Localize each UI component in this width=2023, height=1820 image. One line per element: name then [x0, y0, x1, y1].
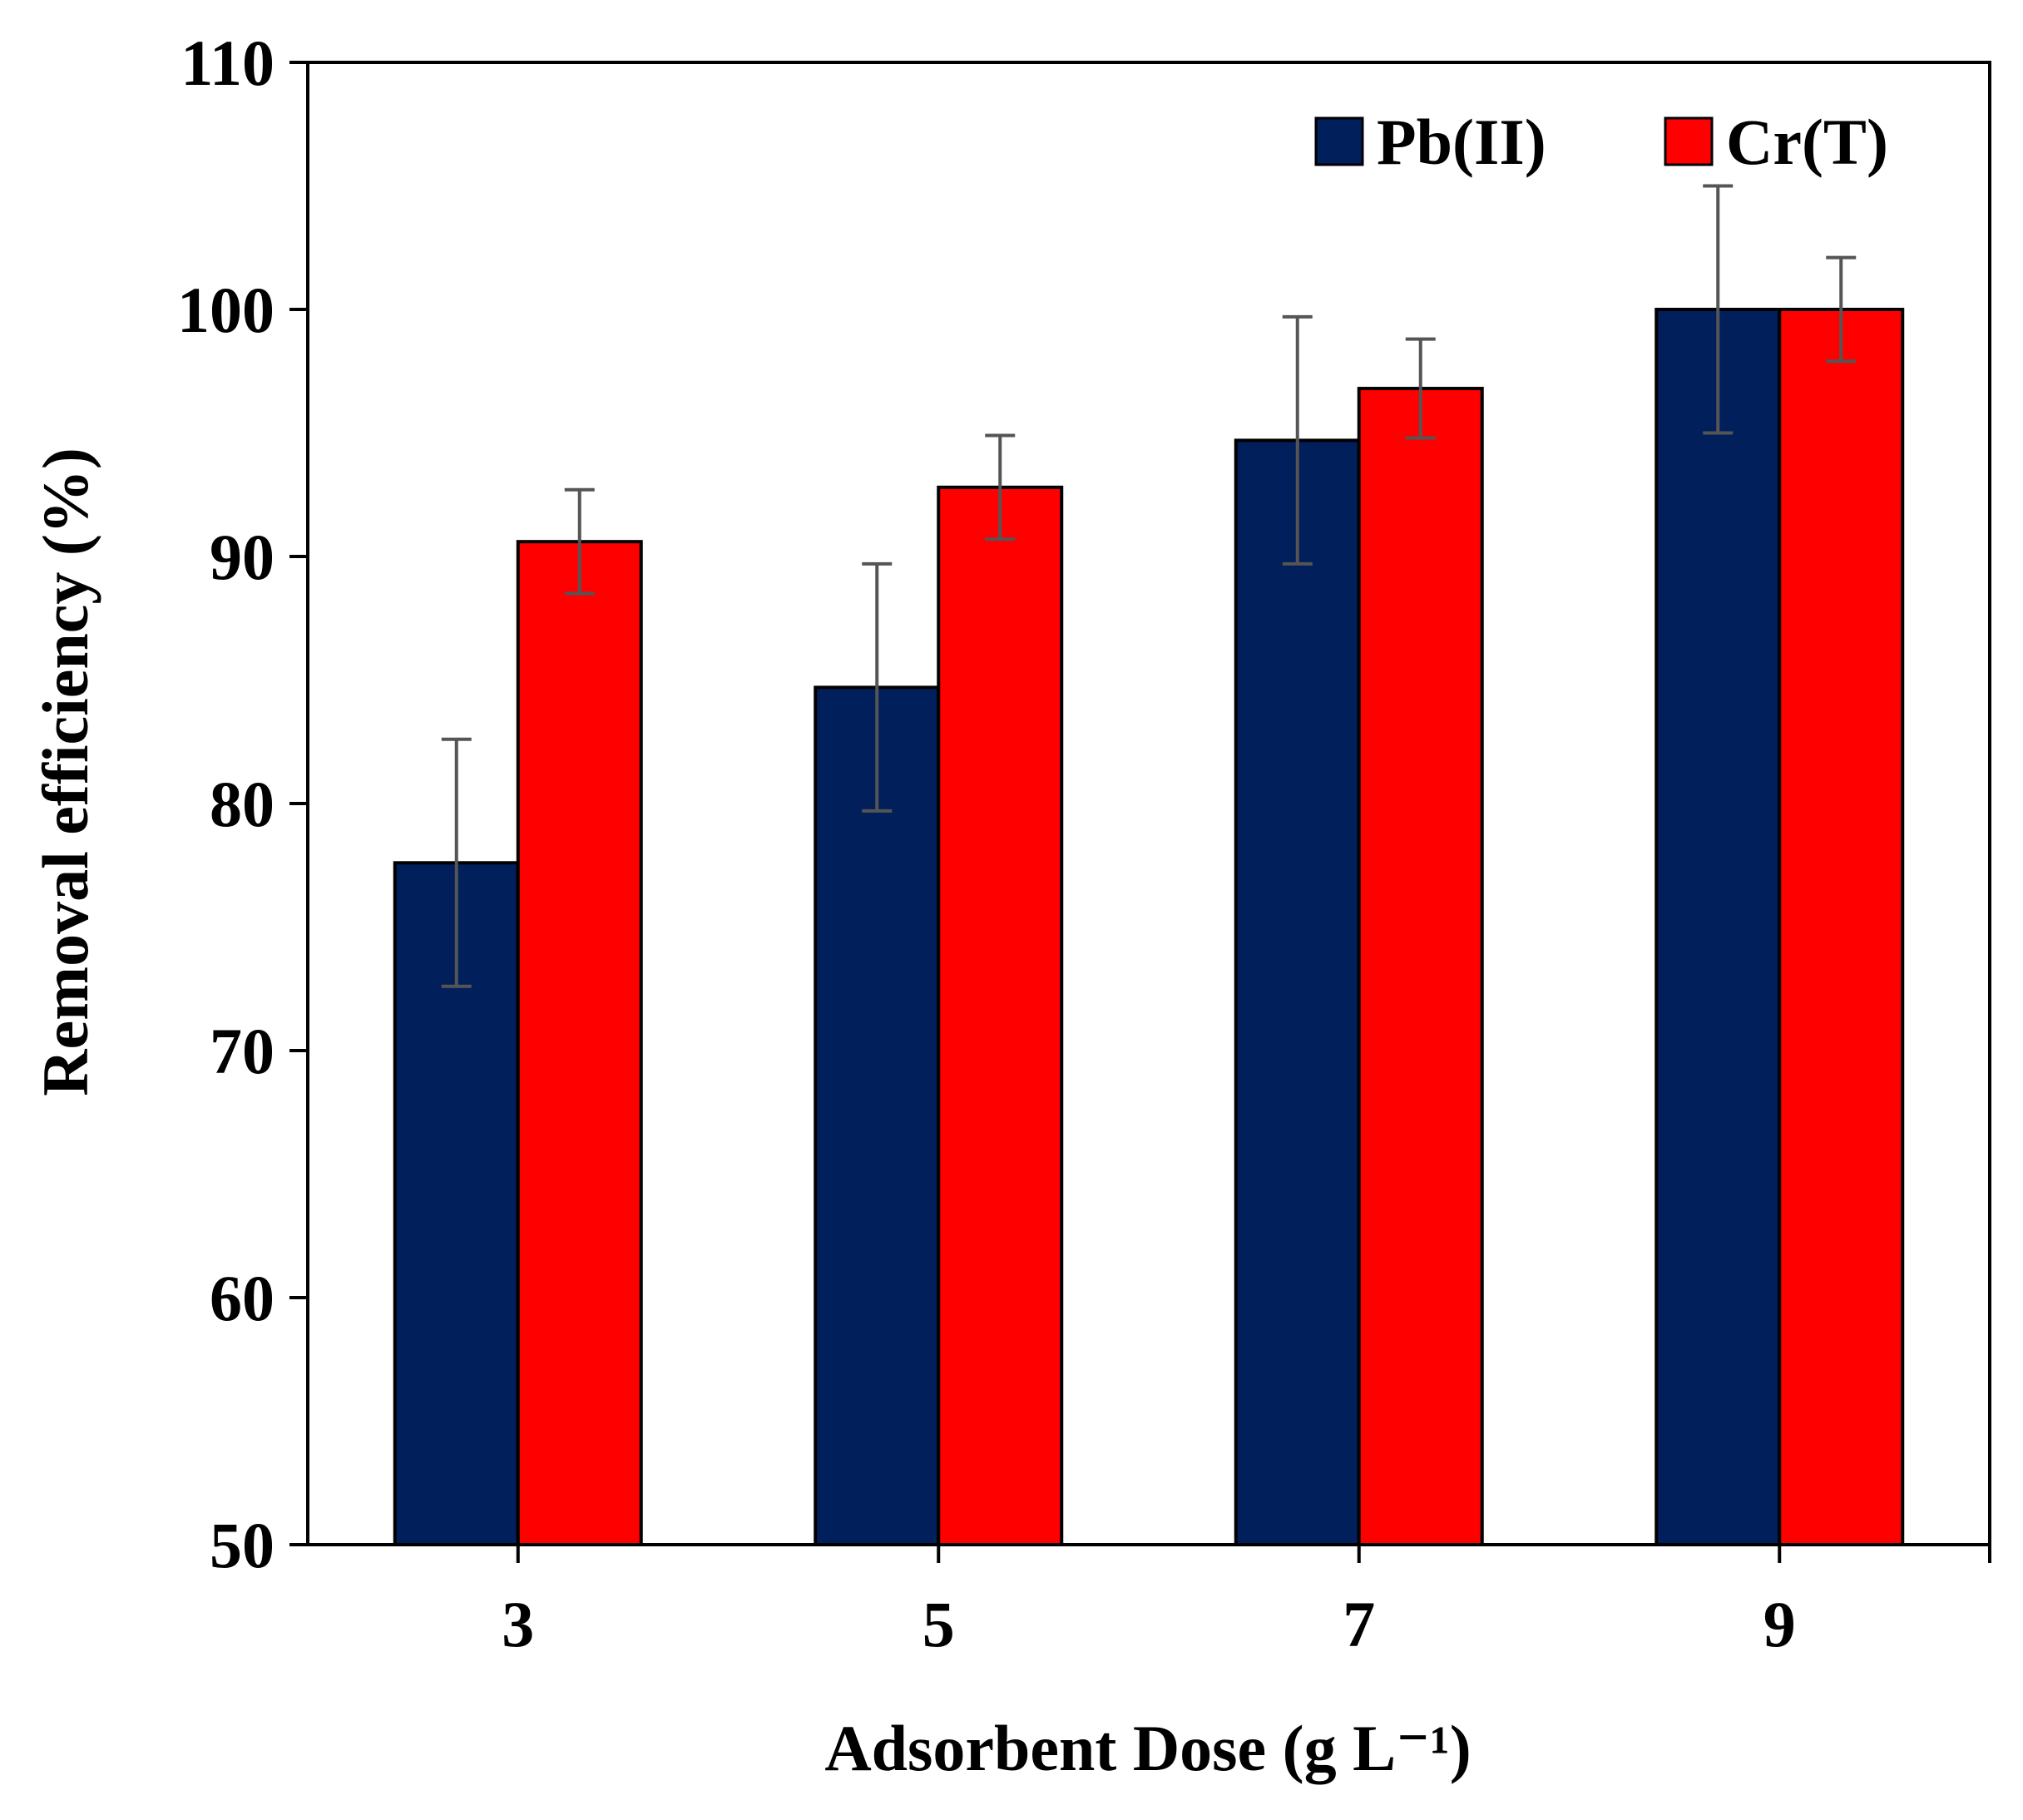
bars-layer: [393, 308, 1905, 1547]
y-tick-label-110: 110: [181, 27, 275, 99]
axes-layer: [289, 61, 1991, 1563]
error-bars-layer: [441, 184, 1857, 988]
x-tick-label-5: 5: [922, 1588, 955, 1660]
bar-cr-5: [937, 485, 1064, 1547]
y-axis-title: Removal efficiency (%): [29, 448, 101, 1096]
bar-pb-5: [814, 685, 941, 1546]
bar-pb-9: [1655, 308, 1782, 1546]
x-tick-label-3: 3: [502, 1588, 534, 1660]
y-tick-label-70: 70: [210, 1015, 275, 1087]
bar-cr-3: [516, 540, 643, 1546]
legend: Pb(II) Cr(T): [1314, 106, 1888, 178]
y-tick-label-90: 90: [210, 521, 275, 593]
legend-label-cr: Cr(T): [1726, 106, 1888, 178]
x-tick-label-7: 7: [1343, 1588, 1375, 1660]
legend-label-pb: Pb(II): [1377, 106, 1546, 178]
y-tick-label-60: 60: [210, 1262, 275, 1334]
x-tick-label-9: 9: [1763, 1588, 1796, 1660]
y-tick-label-100: 100: [177, 274, 275, 346]
x-axis-title: Adsorbent Dose (g L⁻¹): [824, 1712, 1471, 1784]
bar-cr-9: [1778, 308, 1905, 1546]
y-tick-label-80: 80: [210, 768, 275, 840]
legend-swatch-pb: [1314, 116, 1364, 166]
labels-layer: 3 5 7 9 50 60 70 80 90 100 110: [177, 27, 1796, 1660]
bar-cr-7: [1357, 387, 1484, 1546]
bar-pb-7: [1234, 438, 1361, 1546]
y-tick-label-50: 50: [210, 1509, 275, 1581]
legend-swatch-cr: [1664, 116, 1714, 166]
